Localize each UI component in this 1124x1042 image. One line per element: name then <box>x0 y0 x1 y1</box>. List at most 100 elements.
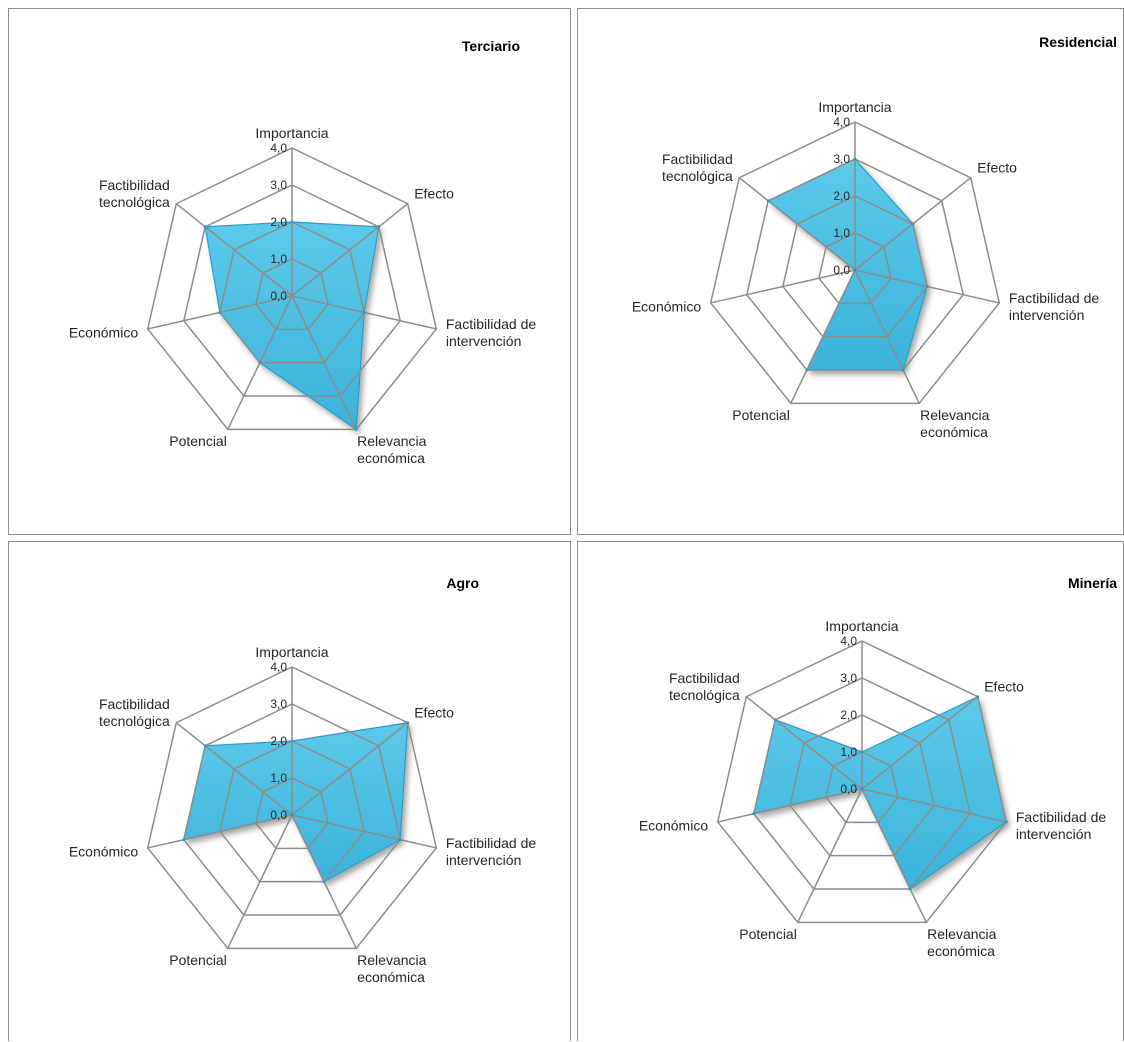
axis-label-relevancia-economica: Relevancia económica <box>920 407 989 440</box>
axis-spoke <box>710 269 856 304</box>
tick-label: 2,0 <box>840 708 857 722</box>
tick-label: 3,0 <box>833 152 850 166</box>
axis-label-potencial: Potencial <box>732 407 790 423</box>
grid-ring <box>745 158 965 371</box>
axis-spoke <box>797 788 863 923</box>
axis-label-factibilidad-de-intervencion: Factibilidad de intervención <box>446 316 536 349</box>
data-point-factibilidad-tecnologica <box>203 744 207 748</box>
axis-label-potencial: Potencial <box>739 926 797 942</box>
data-point-potencial <box>805 368 809 372</box>
data-point-economico <box>752 812 756 816</box>
tick-label: 3,0 <box>840 671 857 685</box>
data-point-factibilidad-de-intervencion <box>362 310 366 314</box>
axis-label-factibilidad-tecnologica: Factibilidad tecnológica <box>662 151 733 184</box>
tick-label: 0,0 <box>270 808 287 822</box>
tick-label: 0,0 <box>840 782 857 796</box>
axis-spoke <box>175 722 293 816</box>
grid-ring <box>709 121 1001 405</box>
data-point-importancia <box>290 739 294 743</box>
axis-spoke <box>291 295 357 430</box>
axis-spoke <box>147 814 293 849</box>
axis-label-economico: Económico <box>69 843 138 859</box>
tick-label: 2,0 <box>270 215 287 229</box>
grid-ring <box>782 195 928 338</box>
radar-chart-mineria: Minería 0,0 1,0 2,0 3,0 4,0 Importancia Efecto F… <box>577 541 1124 1041</box>
data-point-economico <box>182 838 186 842</box>
grid-ring <box>255 258 329 331</box>
tick-label: 0,0 <box>270 289 287 303</box>
axis-spoke <box>738 177 856 271</box>
data-point-economico <box>218 310 222 314</box>
axis-spoke <box>291 203 409 297</box>
tick-label: 4,0 <box>840 634 857 648</box>
data-point-efecto <box>911 222 915 226</box>
radar-chart-agro: Agro 0,0 1,0 2,0 3,0 4,0 Importancia Efecto Fact… <box>8 541 571 1041</box>
data-point-relevancia-economica <box>901 368 905 372</box>
axis-label-factibilidad-de-intervencion: Factibilidad de intervención <box>1009 290 1099 323</box>
tick-label: 1,0 <box>833 226 850 240</box>
axis-label-importancia: Importancia <box>818 99 891 115</box>
data-point-relevancia-economica <box>322 880 326 884</box>
data-point-potencial <box>258 361 262 365</box>
grid-ring <box>818 232 892 305</box>
tick-label: 3,0 <box>270 178 287 192</box>
tick-label: 1,0 <box>270 771 287 785</box>
axis-spoke <box>854 269 920 404</box>
axis-spoke <box>790 269 856 404</box>
axis-label-efecto: Efecto <box>977 160 1017 176</box>
axis-label-efecto: Efecto <box>414 705 454 721</box>
tick-label: 1,0 <box>270 252 287 266</box>
data-point-relevancia-economica <box>908 887 912 891</box>
data-point-factibilidad-tecnologica <box>203 225 207 229</box>
axis-spoke <box>745 696 863 790</box>
axis-label-factibilidad-tecnologica: Factibilidad tecnológica <box>99 177 170 210</box>
data-point-importancia <box>853 157 857 161</box>
axis-spoke <box>291 814 437 849</box>
axis-spoke <box>717 788 863 823</box>
data-point-importancia <box>860 750 864 754</box>
grid-ring <box>182 184 402 397</box>
grid-ring <box>752 677 972 890</box>
axis-spoke <box>291 722 409 816</box>
data-point-factibilidad-de-intervencion <box>398 838 402 842</box>
chart-title: Agro <box>446 575 479 591</box>
chart-title: Terciario <box>462 38 520 54</box>
axis-label-efecto: Efecto <box>414 186 454 202</box>
axis-label-importancia: Importancia <box>825 618 898 634</box>
grid-ring <box>219 221 365 364</box>
chart-title: Residencial <box>1039 34 1117 50</box>
axis-label-economico: Económico <box>632 298 701 314</box>
tick-label: 2,0 <box>270 734 287 748</box>
grid-ring <box>182 703 402 916</box>
axis-label-factibilidad-tecnologica: Factibilidad tecnológica <box>669 670 740 703</box>
axis-label-factibilidad-de-intervencion: Factibilidad de intervención <box>1016 809 1106 842</box>
axis-spoke <box>227 814 293 949</box>
axis-spoke <box>861 696 979 790</box>
axis-label-factibilidad-tecnologica: Factibilidad tecnológica <box>99 696 170 729</box>
data-point-economico <box>853 268 857 272</box>
tick-label: 4,0 <box>833 115 850 129</box>
axis-spoke <box>175 203 293 297</box>
data-point-efecto <box>406 721 410 725</box>
tick-label: 4,0 <box>270 660 287 674</box>
grid-ring <box>825 751 899 824</box>
tick-label: 4,0 <box>270 141 287 155</box>
axis-spoke <box>861 788 927 923</box>
axis-label-potencial: Potencial <box>169 952 227 968</box>
grid-ring <box>255 777 329 850</box>
tick-label: 0,0 <box>833 263 850 277</box>
grid-ring <box>146 666 438 950</box>
axis-spoke <box>861 788 1007 823</box>
grid-ring <box>219 740 365 883</box>
axis-label-relevancia-economica: Relevancia económica <box>357 433 426 466</box>
axis-label-potencial: Potencial <box>169 433 227 449</box>
grid-ring <box>789 714 935 857</box>
axis-label-factibilidad-de-intervencion: Factibilidad de intervención <box>446 835 536 868</box>
data-point-factibilidad-tecnologica <box>773 718 777 722</box>
data-point-factibilidad-de-intervencion <box>1004 820 1008 824</box>
tick-label: 2,0 <box>833 189 850 203</box>
data-point-factibilidad-de-intervencion <box>925 284 929 288</box>
